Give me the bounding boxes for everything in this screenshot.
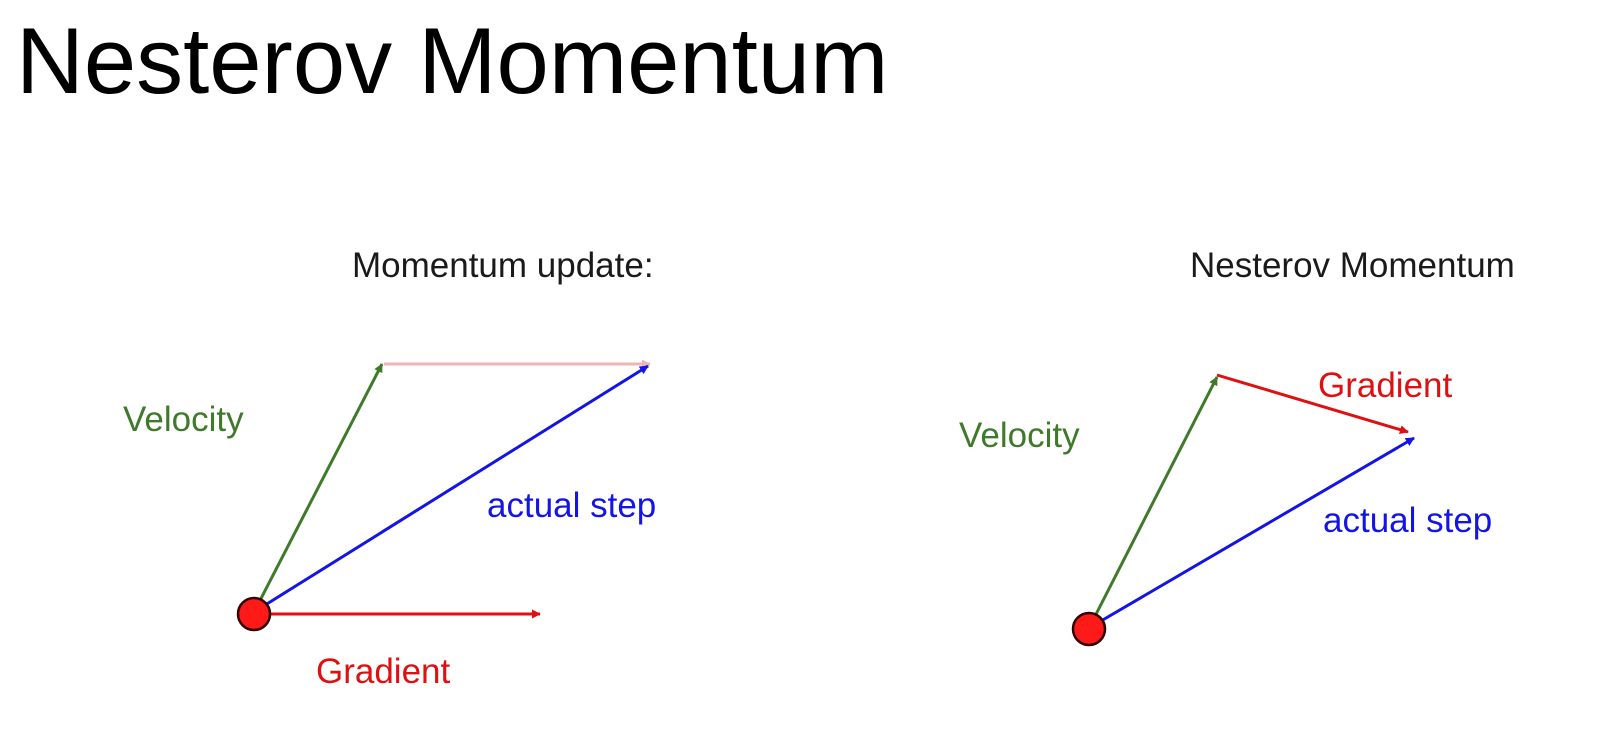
nesterov-diagram: Velocity Gradient actual step (959, 366, 1492, 647)
slide-title: Nesterov Momentum (16, 8, 889, 113)
nesterov-actual-step-arrow (1088, 436, 1415, 630)
momentum-velocity-arrow (252, 363, 384, 613)
nesterov-panel-title: Nesterov Momentum (1190, 246, 1515, 285)
momentum-panel-title: Momentum update: (352, 246, 654, 285)
momentum-actual-step-arrow (253, 364, 649, 614)
nesterov-gradient-arrow (1216, 373, 1409, 434)
nesterov-gradient-label: Gradient (1318, 366, 1453, 405)
momentum-actual-step-label: actual step (487, 486, 656, 525)
nesterov-start-point (1071, 611, 1107, 647)
momentum-diagram: Velocity actual step Gradient (123, 359, 656, 691)
nesterov-actual-step-label: actual step (1323, 501, 1492, 540)
nesterov-velocity-label: Velocity (959, 416, 1080, 455)
momentum-gradient-label: Gradient (316, 652, 451, 691)
momentum-start-point (236, 596, 272, 632)
momentum-velocity-label: Velocity (123, 400, 244, 439)
nesterov-velocity-arrow (1087, 376, 1219, 629)
